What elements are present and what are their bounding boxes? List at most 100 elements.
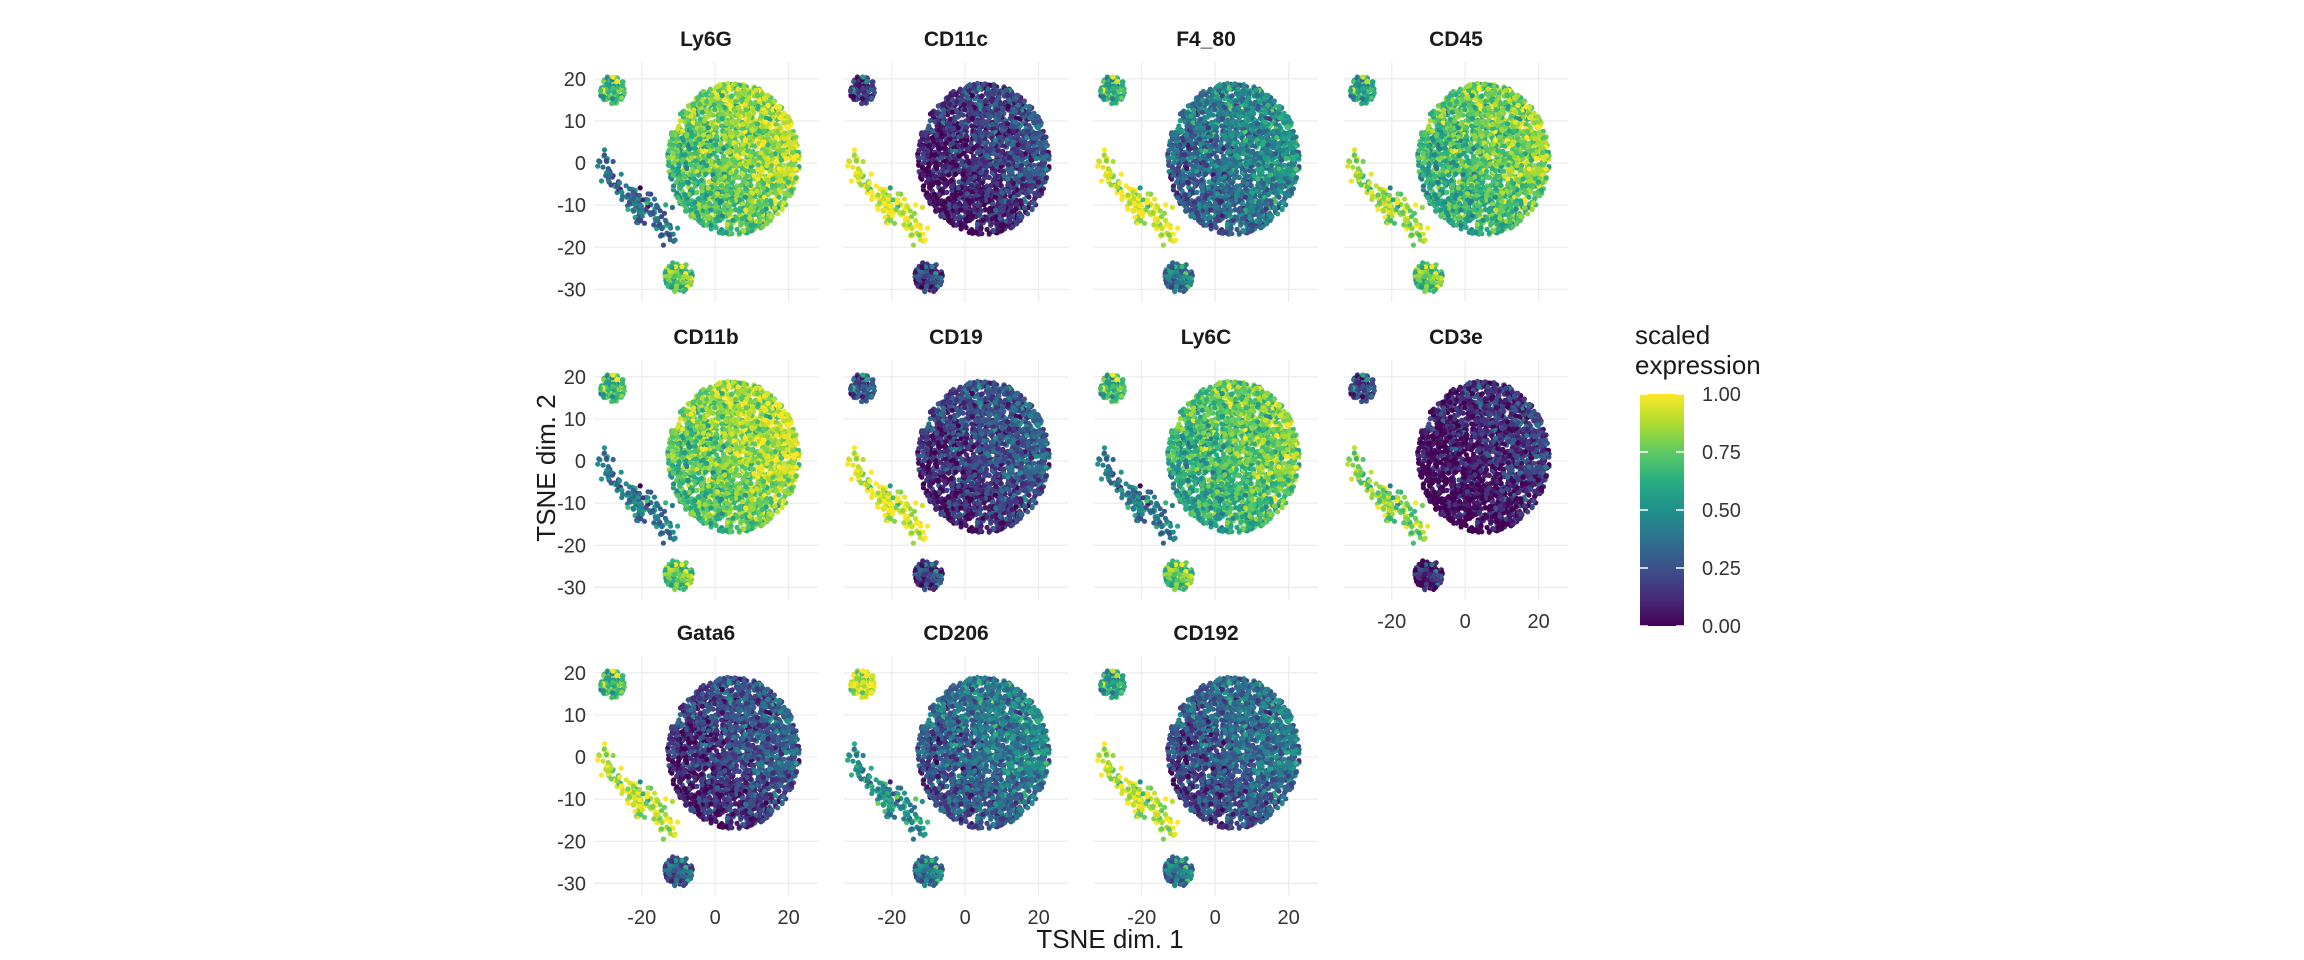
data-point bbox=[776, 173, 782, 179]
data-point bbox=[705, 142, 712, 149]
data-point bbox=[1010, 224, 1016, 230]
data-point bbox=[684, 165, 690, 171]
data-point bbox=[749, 190, 756, 196]
data-point bbox=[986, 187, 992, 193]
data-point bbox=[605, 166, 611, 172]
data-point bbox=[1026, 166, 1032, 172]
data-point bbox=[1008, 113, 1015, 119]
data-point bbox=[735, 90, 741, 96]
data-point bbox=[1032, 171, 1038, 177]
data-point bbox=[688, 113, 694, 119]
data-point bbox=[1001, 110, 1007, 116]
data-point bbox=[596, 158, 602, 164]
data-point bbox=[973, 230, 979, 236]
data-point bbox=[721, 206, 727, 212]
data-point bbox=[774, 128, 780, 134]
data-point bbox=[1015, 142, 1021, 148]
data-point bbox=[860, 85, 866, 91]
data-point bbox=[650, 209, 656, 216]
data-point bbox=[675, 167, 682, 174]
data-point bbox=[943, 158, 949, 164]
data-point bbox=[681, 152, 687, 158]
data-point bbox=[739, 216, 745, 222]
data-point bbox=[768, 201, 774, 207]
data-point bbox=[953, 92, 959, 98]
data-point bbox=[948, 177, 954, 183]
data-point bbox=[925, 143, 931, 149]
data-point bbox=[946, 164, 952, 170]
data-point bbox=[778, 114, 784, 120]
data-point bbox=[660, 242, 667, 248]
data-point bbox=[700, 159, 706, 165]
data-point bbox=[768, 152, 775, 158]
data-point bbox=[651, 196, 658, 202]
data-point bbox=[945, 95, 951, 101]
data-point bbox=[850, 94, 857, 100]
data-point bbox=[747, 205, 754, 211]
data-point bbox=[733, 168, 740, 175]
data-point bbox=[693, 209, 700, 215]
data-point bbox=[768, 213, 774, 220]
data-point bbox=[978, 170, 984, 176]
data-point bbox=[777, 178, 783, 184]
data-point bbox=[955, 134, 962, 140]
data-point bbox=[1018, 167, 1024, 173]
data-point bbox=[706, 215, 712, 221]
facet-points bbox=[595, 74, 802, 295]
data-point bbox=[1003, 87, 1009, 93]
data-point bbox=[966, 160, 972, 166]
data-point bbox=[955, 142, 962, 149]
data-point bbox=[690, 167, 696, 173]
data-point bbox=[1012, 119, 1019, 125]
data-point bbox=[782, 171, 788, 177]
data-point bbox=[755, 103, 761, 109]
data-point bbox=[610, 85, 616, 91]
data-point bbox=[693, 150, 699, 156]
data-point bbox=[630, 189, 636, 195]
data-point bbox=[651, 222, 657, 228]
data-point bbox=[1035, 124, 1041, 130]
data-point bbox=[724, 184, 731, 190]
data-point bbox=[916, 155, 922, 161]
data-point bbox=[1015, 92, 1021, 99]
data-point bbox=[1026, 194, 1032, 200]
data-point bbox=[955, 185, 962, 191]
data-point bbox=[726, 86, 732, 92]
data-point bbox=[1009, 142, 1015, 148]
data-point bbox=[937, 161, 944, 167]
data-point bbox=[932, 174, 938, 180]
data-point bbox=[637, 203, 643, 209]
data-point bbox=[675, 126, 681, 132]
data-point bbox=[1035, 179, 1041, 185]
data-point bbox=[1005, 162, 1011, 168]
data-point bbox=[748, 101, 754, 107]
data-point bbox=[947, 101, 953, 107]
data-point bbox=[954, 99, 960, 105]
data-point bbox=[962, 175, 968, 181]
data-point bbox=[728, 225, 734, 231]
data-point bbox=[974, 143, 980, 149]
y-tick-label: 20 bbox=[564, 69, 586, 91]
data-point bbox=[723, 230, 729, 236]
data-point bbox=[705, 134, 712, 140]
data-point bbox=[986, 105, 992, 111]
data-point bbox=[719, 183, 725, 189]
data-point bbox=[663, 202, 669, 208]
data-point bbox=[595, 163, 601, 169]
data-point bbox=[1006, 199, 1012, 205]
data-point bbox=[762, 119, 769, 125]
data-point bbox=[968, 198, 974, 204]
data-point bbox=[784, 114, 791, 120]
data-point bbox=[758, 113, 765, 119]
data-point bbox=[636, 209, 642, 215]
data-point bbox=[675, 176, 681, 182]
data-point bbox=[740, 178, 746, 184]
data-point bbox=[713, 154, 720, 160]
data-point bbox=[1025, 142, 1031, 148]
data-point bbox=[698, 177, 704, 183]
data-point bbox=[728, 98, 734, 104]
data-point bbox=[992, 137, 998, 143]
data-point bbox=[984, 147, 990, 153]
data-point bbox=[729, 180, 735, 186]
